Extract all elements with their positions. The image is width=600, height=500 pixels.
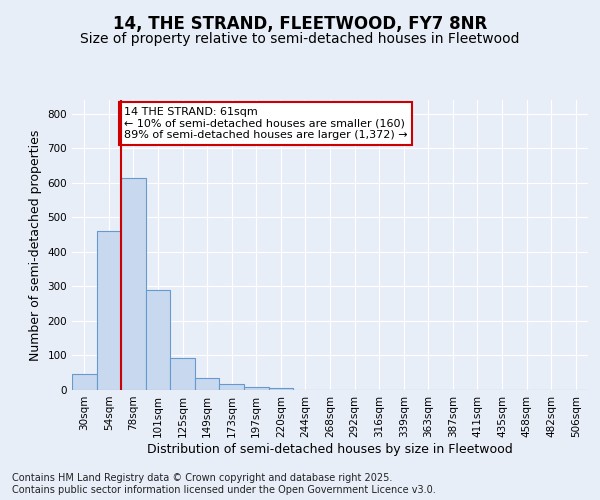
Y-axis label: Number of semi-detached properties: Number of semi-detached properties: [29, 130, 42, 360]
Bar: [97, 231, 121, 390]
Text: Contains HM Land Registry data © Crown copyright and database right 2025.
Contai: Contains HM Land Registry data © Crown c…: [12, 474, 436, 495]
Bar: [121, 178, 146, 390]
Bar: [170, 358, 195, 390]
X-axis label: Distribution of semi-detached houses by size in Fleetwood: Distribution of semi-detached houses by …: [147, 442, 513, 456]
Bar: [72, 374, 97, 390]
Bar: [195, 378, 220, 390]
Text: 14 THE STRAND: 61sqm
← 10% of semi-detached houses are smaller (160)
89% of semi: 14 THE STRAND: 61sqm ← 10% of semi-detac…: [124, 107, 407, 140]
Bar: [244, 386, 269, 390]
Text: Size of property relative to semi-detached houses in Fleetwood: Size of property relative to semi-detach…: [80, 32, 520, 46]
Bar: [220, 384, 244, 390]
Bar: [269, 388, 293, 390]
Bar: [146, 290, 170, 390]
Text: 14, THE STRAND, FLEETWOOD, FY7 8NR: 14, THE STRAND, FLEETWOOD, FY7 8NR: [113, 15, 487, 33]
